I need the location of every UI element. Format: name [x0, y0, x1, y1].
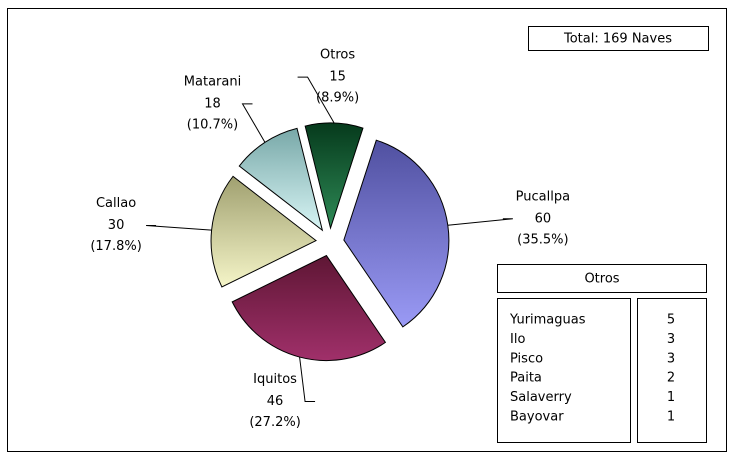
- others-value: 2: [667, 371, 675, 386]
- slice-label: Callao: [96, 196, 136, 211]
- others-header-box: [497, 264, 707, 293]
- slice-percent: (10.7%): [187, 117, 238, 132]
- slice-percent: (27.2%): [249, 415, 300, 430]
- leader-line: [299, 356, 316, 403]
- slice-percent: (17.8%): [90, 239, 141, 254]
- others-name: Ilo: [510, 332, 525, 347]
- leader-line: [447, 218, 513, 226]
- leader-line: [146, 224, 212, 231]
- total-box: [528, 26, 709, 51]
- others-name: Salaverry: [510, 390, 572, 405]
- slice-label: Iquitos: [253, 372, 297, 387]
- others-name: Pisco: [510, 351, 543, 366]
- slice-value: 18: [204, 96, 221, 111]
- others-value: 1: [667, 390, 675, 405]
- slice-percent: (35.5%): [517, 232, 568, 247]
- slice-value: 60: [535, 211, 552, 226]
- slice-percent: (8.9%): [316, 91, 359, 106]
- others-name: Yurimaguas: [509, 313, 586, 328]
- slice-value: 46: [267, 394, 284, 409]
- others-values-box: [637, 298, 707, 443]
- others-value: 5: [667, 313, 675, 328]
- others-title: Otros: [584, 272, 619, 287]
- pie-slice: [304, 122, 364, 230]
- slice-value: 15: [329, 70, 346, 85]
- pie-slice: [210, 175, 318, 288]
- others-value: 3: [667, 332, 675, 347]
- leader-line: [297, 76, 335, 124]
- others-names-box: [497, 298, 631, 443]
- others-value: 3: [667, 351, 675, 366]
- leader-line: [241, 103, 266, 143]
- total-label: Total: 169 Naves: [563, 32, 672, 47]
- others-name: Bayovar: [510, 410, 564, 425]
- pie-slice: [238, 127, 324, 232]
- slice-value: 30: [108, 218, 125, 233]
- slice-label: Matarani: [184, 74, 241, 89]
- pie-slice: [343, 139, 450, 328]
- slice-label: Otros: [320, 48, 355, 63]
- others-name: Paita: [510, 371, 542, 386]
- others-value: 1: [667, 410, 675, 425]
- slice-label: Pucallpa: [516, 189, 570, 204]
